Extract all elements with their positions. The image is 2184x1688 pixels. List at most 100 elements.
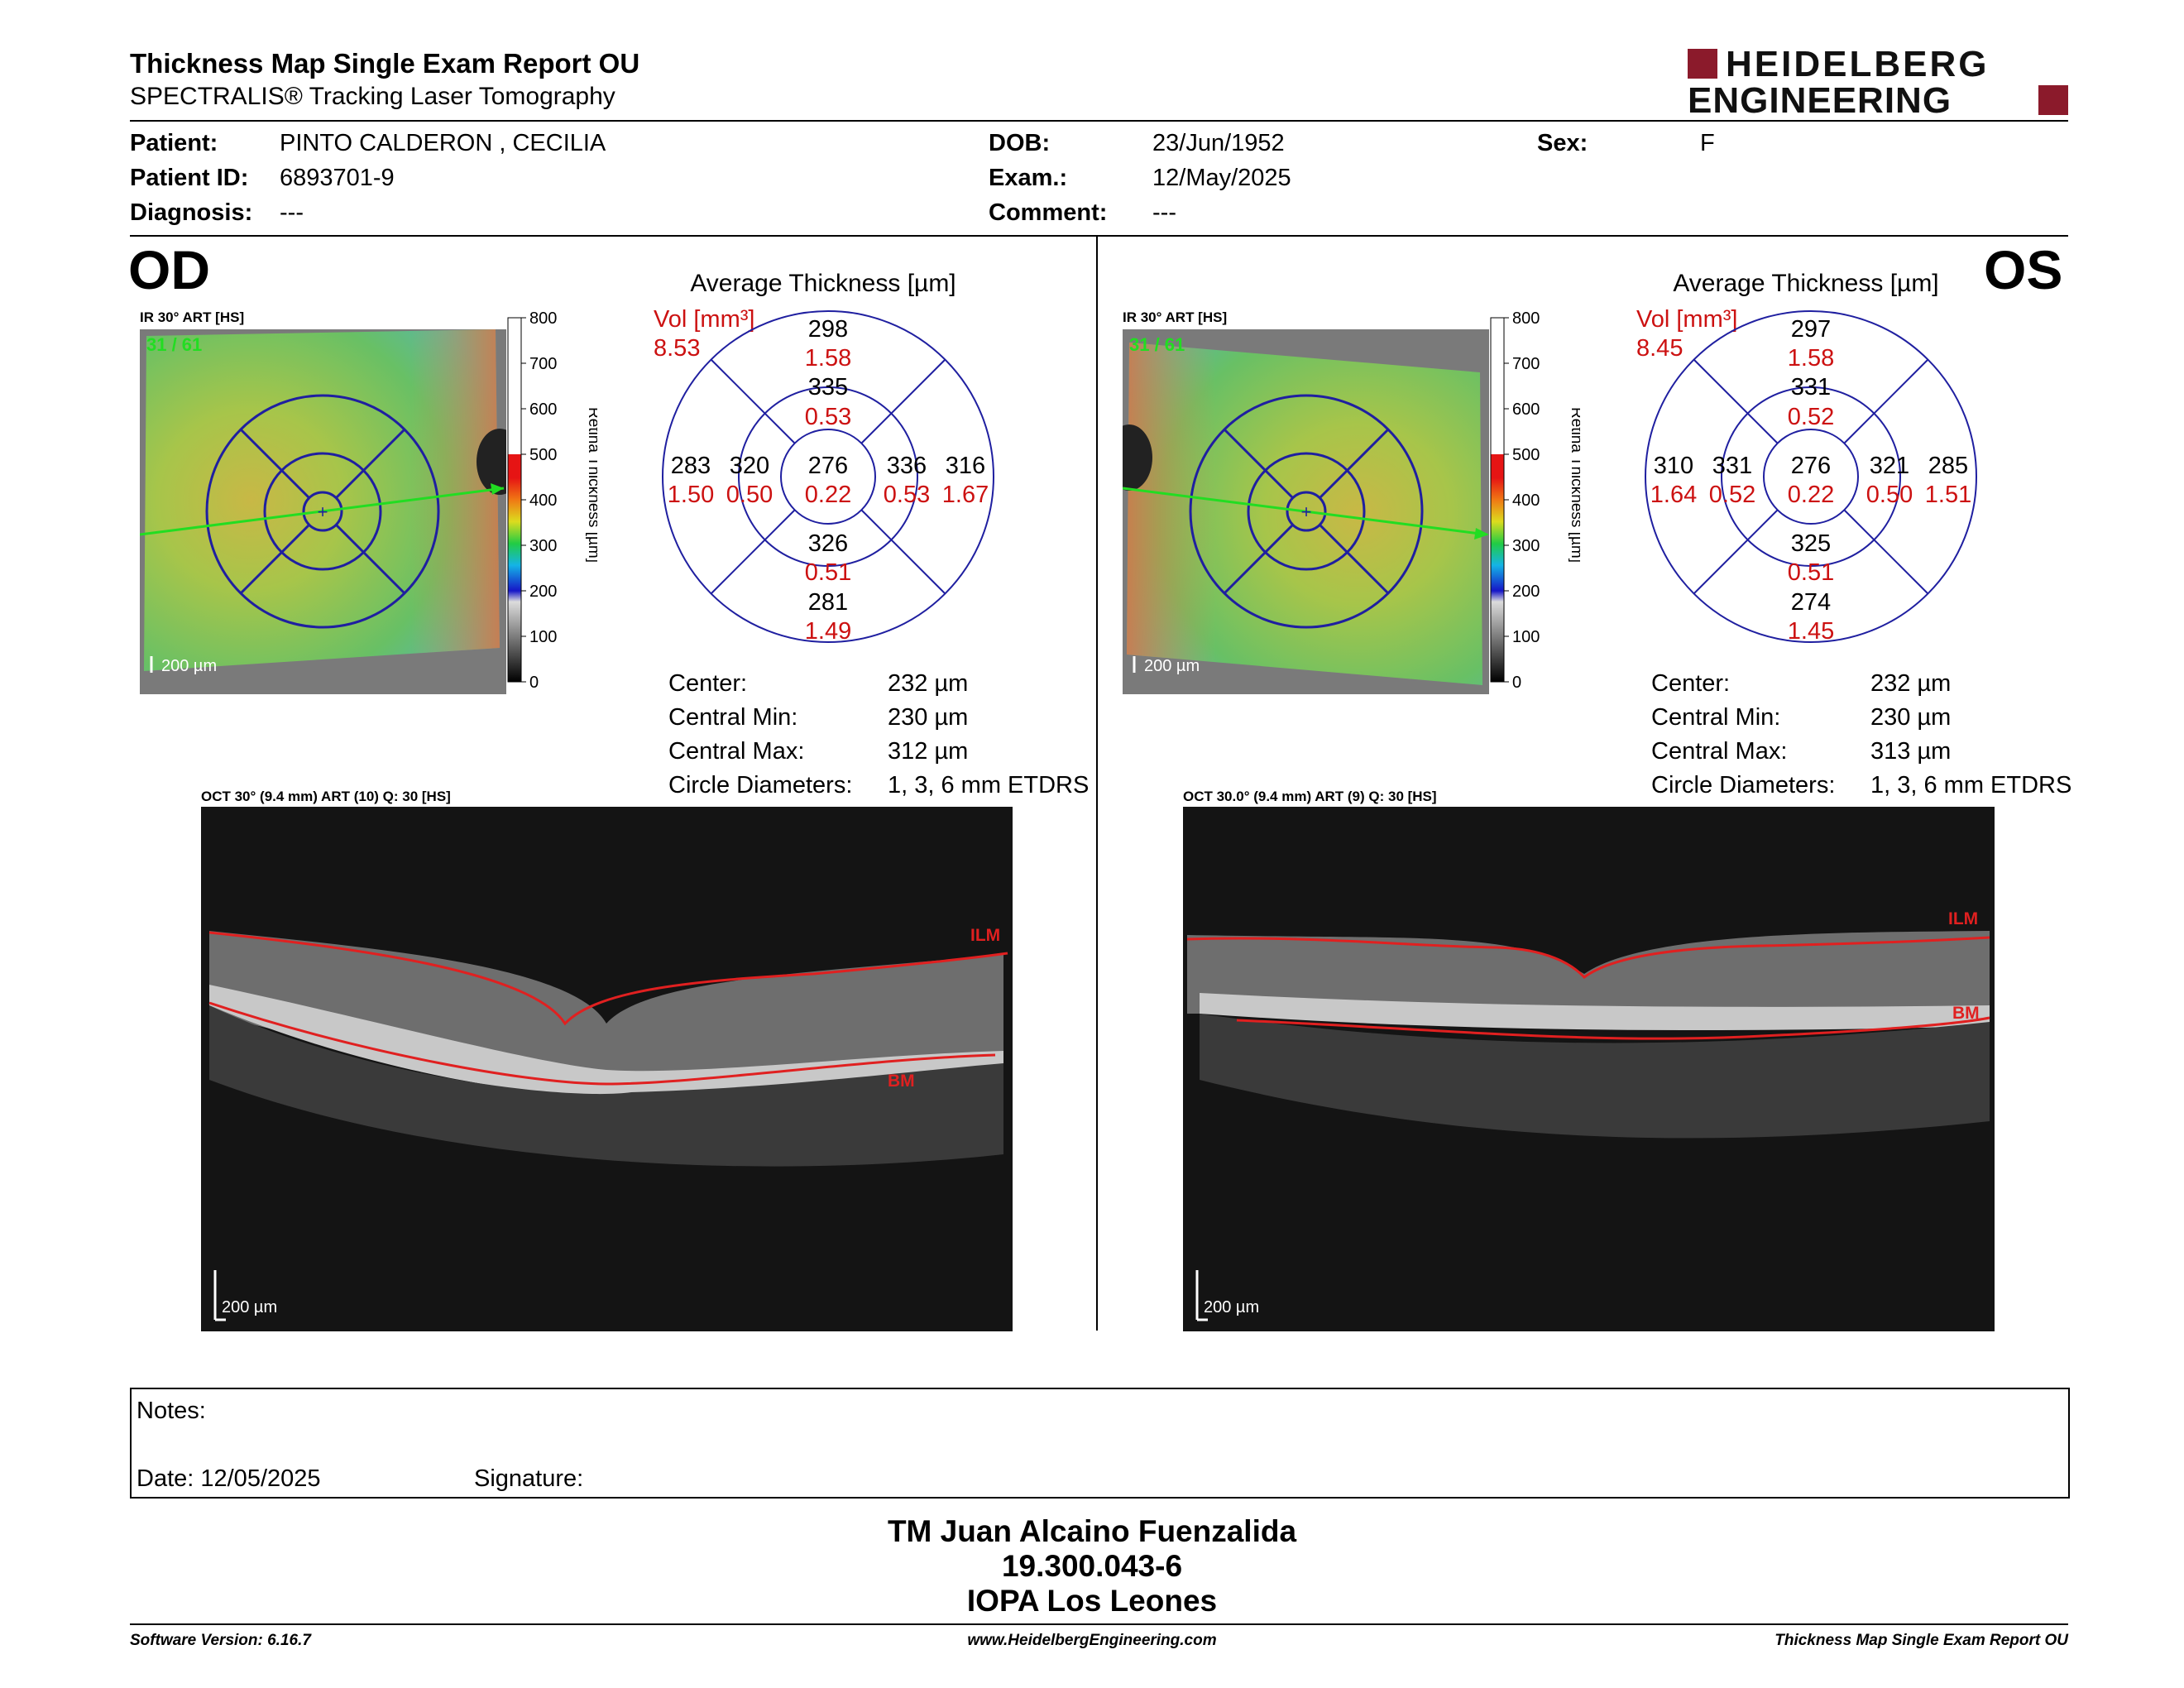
os-bm-line (1236, 1016, 1990, 1040)
od-max-value: 312 µm (888, 738, 969, 765)
notes-box[interactable]: Notes: Date: 12/05/2025 Signature: (130, 1388, 2070, 1499)
os-scale-label: 200 µm (1144, 657, 1200, 675)
od-ring-inner (263, 452, 382, 571)
od-center-value: 232 µm (888, 670, 969, 697)
signatory-name: TM Juan Alcaino Fuenzalida (887, 1514, 1297, 1548)
os-inner-right-thickness: 321 (1870, 453, 1909, 479)
od-map-edge (144, 329, 500, 671)
os-ilm-label: ILM (1948, 909, 1978, 928)
od-colorbar-title: Retina Thickness [µm] (585, 407, 597, 563)
notes-date: Date: 12/05/2025 (136, 1465, 321, 1492)
patient-divider (130, 235, 2068, 237)
od-colorbar-tick-label: 400 (529, 492, 557, 510)
od-colorbar-tick-label: 100 (529, 628, 557, 646)
od-avg-title: Average Thickness [µm] (690, 270, 956, 297)
os-outer-inf-volume: 1.45 (1788, 618, 1834, 645)
os-outer-sup-volume: 1.58 (1788, 345, 1834, 372)
os-thickness-map: + 31 / 61 200 µm (1123, 329, 1489, 694)
os-ring-inner (1247, 452, 1366, 571)
os-grid-inner (1721, 386, 1901, 567)
os-vol-label: Vol [mm³] (1636, 306, 1738, 333)
os-outer-right-volume: 1.51 (1925, 482, 1971, 508)
od-center-volume: 0.22 (805, 482, 851, 508)
os-bm-label: BM (1952, 1004, 1980, 1023)
dob-label: DOB: (989, 130, 1051, 156)
footer-divider (130, 1623, 2068, 1625)
od-grid-outer (662, 310, 994, 643)
od-inner-inf-thickness: 326 (808, 530, 848, 557)
od-fovea-cross: + (318, 501, 328, 522)
os-inner-sup-volume: 0.52 (1788, 404, 1834, 430)
od-outer-right-thickness: 316 (946, 453, 985, 479)
os-colorbar-tick-label: 400 (1512, 492, 1540, 510)
od-etdrs-grid: 298 1.58 335 0.53 276 0.22 326 0.51 281 … (662, 310, 994, 645)
os-oct-label: OCT 30.0° (9.4 mm) ART (9) Q: 30 [HS] (1183, 789, 1437, 804)
od-inner-right-volume: 0.53 (884, 482, 930, 508)
os-frame-label: 31 / 61 (1129, 334, 1185, 355)
patient-label: Patient: (130, 130, 218, 156)
signatory-org: IOPA Los Leones (966, 1584, 1218, 1618)
od-bm-label: BM (888, 1072, 915, 1091)
os-oct-bscan: ILM BM 200 µm (1183, 807, 1995, 1331)
os-colorbar-tick-label: 100 (1512, 628, 1540, 646)
diagnosis: --- (280, 199, 304, 226)
od-choroid (209, 1005, 1003, 1167)
patient-name: PINTO CALDERON , CECILIA (280, 130, 606, 156)
os-inner-right-volume: 0.50 (1866, 482, 1913, 508)
report-subtitle: SPECTRALIS® Tracking Laser Tomography (130, 83, 615, 110)
os-ring-outer (1189, 394, 1424, 629)
os-center-label: Center: (1651, 670, 1731, 697)
os-choroid (1200, 1014, 1990, 1139)
os-vol-value: 8.45 (1636, 335, 1684, 362)
os-inner-left-volume: 0.52 (1709, 482, 1755, 508)
od-scan-arrow (491, 483, 504, 495)
od-bm-line (208, 1001, 996, 1086)
os-center-value: 232 µm (1870, 670, 1952, 697)
os-center-thickness: 276 (1791, 453, 1831, 479)
heidelberg-logo: HEIDELBERG ENGINEERING (1688, 44, 2068, 121)
patient-id: 6893701-9 (280, 165, 395, 191)
footer-report-name: Thickness Map Single Exam Report OU (1774, 1632, 2068, 1649)
od-eye-label: OD (128, 239, 210, 300)
comment: --- (1152, 199, 1176, 226)
logo-square-bottom (2038, 85, 2068, 115)
od-ring-center (302, 491, 343, 532)
od-outer-left-thickness: 283 (671, 453, 711, 479)
os-ring-center (1286, 491, 1327, 532)
od-vol-value: 8.53 (654, 335, 701, 362)
od-min-value: 230 µm (888, 704, 969, 731)
os-map-edge (1127, 343, 1482, 685)
od-colorbar-tick-label: 500 (529, 446, 557, 464)
od-inner-left-volume: 0.50 (726, 482, 773, 508)
os-inner-sup-thickness: 331 (1791, 374, 1831, 400)
notes-label: Notes: (136, 1398, 206, 1424)
od-vol-label: Vol [mm³] (654, 306, 755, 333)
od-scan-line (140, 487, 505, 536)
os-avg-title: Average Thickness [µm] (1673, 270, 1939, 297)
website-link[interactable]: www.HeidelbergEngineering.com (967, 1632, 1217, 1649)
od-inner-right-thickness: 336 (887, 453, 927, 479)
od-colorbar-tick-label: 800 (529, 309, 557, 328)
od-oct-label: OCT 30° (9.4 mm) ART (10) Q: 30 [HS] (201, 789, 451, 804)
signature-label: Signature: (474, 1465, 584, 1492)
od-outer-sup-volume: 1.58 (805, 345, 851, 372)
os-outer-left-thickness: 310 (1654, 453, 1693, 479)
od-outer-sup-thickness: 298 (808, 316, 848, 343)
od-colorbar-tick-label: 700 (529, 355, 557, 373)
os-colorbar-tick-label: 700 (1512, 355, 1540, 373)
os-outer-right-thickness: 285 (1928, 453, 1968, 479)
od-outer-inf-volume: 1.49 (805, 618, 851, 645)
os-etdrs-grid: 297 1.58 331 0.52 276 0.22 325 0.51 274 … (1645, 310, 1977, 645)
os-inner-inf-volume: 0.51 (1788, 559, 1834, 586)
os-colorbar-tick-label: 0 (1512, 674, 1521, 688)
od-colorbar-ticks: 800 700 600 500 400 300 200 100 0 (521, 309, 557, 688)
os-colorbar-tick-label: 200 (1512, 583, 1540, 601)
od-center-thickness: 276 (808, 453, 848, 479)
os-max-value: 313 µm (1870, 738, 1952, 765)
os-ilm-line (1186, 936, 1990, 980)
od-colorbar-tick-label: 200 (529, 583, 557, 601)
diagnosis-label: Diagnosis: (130, 199, 253, 226)
os-grid-center (1763, 429, 1859, 525)
os-colorbar-tick-label: 500 (1512, 446, 1540, 464)
od-colorbar-tick-label: 600 (529, 400, 557, 419)
